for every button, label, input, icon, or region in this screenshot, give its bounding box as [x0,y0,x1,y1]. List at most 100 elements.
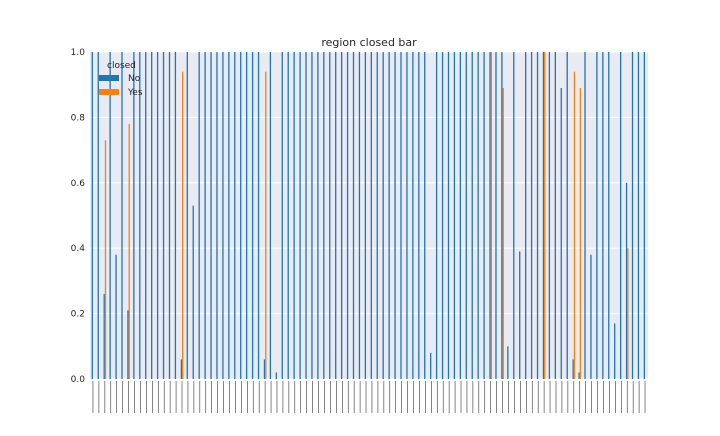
bar-no [180,359,183,379]
bar-no [234,52,236,379]
bar-yes [573,71,576,380]
legend: closed No Yes [99,61,143,98]
bar-no [578,372,580,379]
y-tick-label: 0.4 [71,244,86,254]
bar-no [548,52,551,379]
bar-no [251,52,254,379]
bar-no [317,52,319,379]
bar-yes [544,52,546,379]
bar-no [168,52,171,379]
bar-no [584,52,586,379]
bar-no [412,52,414,379]
bar-no [145,52,147,379]
bar-no [162,52,165,379]
bar-no [459,52,462,379]
bar-no [216,52,218,379]
bar-no [430,352,432,379]
bar-no [263,359,266,379]
bar-no [441,52,444,379]
bar-no [174,52,177,379]
bar-yes [502,87,504,379]
bar-no [489,52,491,379]
bar-no [572,359,574,379]
bar-no [519,251,521,379]
bar-no [602,52,604,379]
bar-no [465,52,467,379]
bar-no [513,52,515,379]
bar-no [424,52,426,379]
bar-yes [490,52,492,379]
bar-no [388,52,390,379]
bar-no [501,52,503,379]
bar-no [530,52,533,379]
bar-no [435,52,438,379]
bar-no [156,52,159,379]
legend-title: closed [107,61,136,71]
bar-yes [128,123,130,379]
bar-no [257,52,260,379]
bar-no [340,52,343,379]
y-tick-label: 0.0 [71,375,86,385]
bar-no [631,52,634,379]
bar-no [151,52,153,379]
y-tick-label: 1.0 [71,48,86,58]
legend-label-no: No [128,74,141,84]
bar-no [447,52,450,379]
bar-no [525,52,527,379]
bar-no [507,346,509,379]
bar-no [192,205,194,379]
bar-no [246,52,248,379]
bar-no [406,52,408,379]
bar-no [210,52,212,379]
bar-no [566,52,568,379]
bar-no [91,52,93,379]
bar-no [608,52,610,379]
legend-label-yes: Yes [127,88,143,98]
bar-no [335,52,337,379]
bar-no [293,52,295,379]
bar-no [198,52,200,379]
legend-swatch-no [99,75,119,81]
bar-yes [104,140,107,379]
bar-yes [182,71,184,380]
bars [91,52,646,380]
bar-no [596,52,598,379]
y-tick-label: 0.8 [71,113,86,123]
bar-no [228,52,230,379]
bar-no [370,52,372,379]
bar-yes [627,248,629,379]
bar-no [625,182,628,379]
bar-no [311,52,313,379]
bar-no [614,323,616,379]
bar-yes [265,71,267,380]
bar-no [400,52,402,379]
y-axis: 0.0 0.2 0.4 0.6 0.8 1.0 [71,48,86,385]
bar-no [376,52,378,379]
bar-no [536,52,539,379]
bar-no [323,52,325,379]
bar-no [560,87,562,379]
bar-no [121,52,123,379]
bar-no [471,52,473,379]
bar-no [275,372,277,379]
bar-no [542,52,545,379]
bar-no [382,52,384,379]
bar-no [643,52,646,379]
bar-no [305,52,307,379]
bar-no [637,52,640,379]
bar-no [204,52,206,379]
bar-no [483,52,485,379]
bar-no [495,52,497,379]
bar-no [364,52,367,379]
bar-no [139,52,141,379]
bar-no [281,52,283,379]
bar-no [619,52,622,379]
plot-background [90,52,648,379]
bar-no [133,52,135,379]
x-axis [92,381,646,413]
legend-swatch-yes [99,89,119,95]
bar-no [186,52,188,379]
y-tick-label: 0.6 [71,179,86,189]
